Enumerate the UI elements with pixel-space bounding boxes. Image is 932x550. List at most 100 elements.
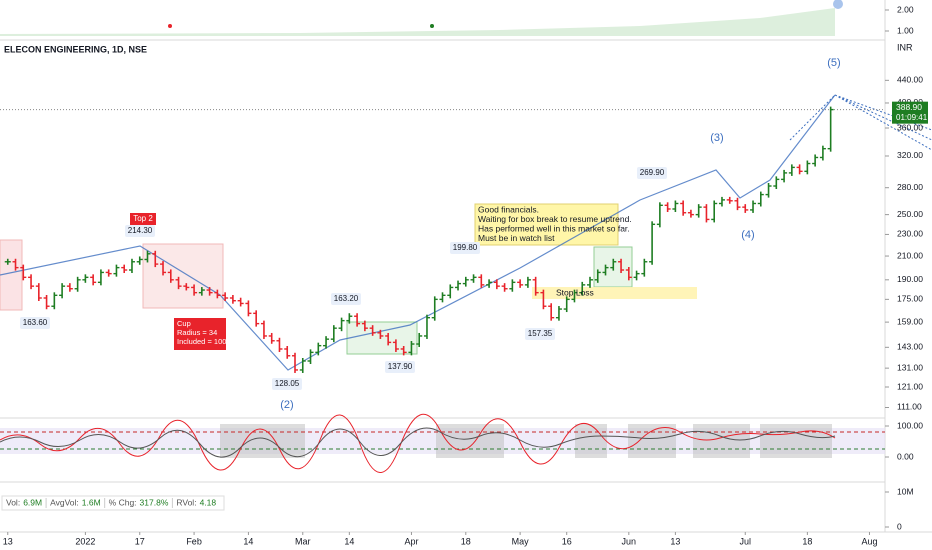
y-tick-label: 131.00 — [897, 362, 923, 372]
panel-tick-label: 10M — [897, 486, 914, 496]
countdown: 01:09:41 — [896, 113, 928, 122]
note-text: Must be in watch list — [478, 233, 555, 243]
mini-marker — [833, 0, 843, 9]
wave-label: (2) — [280, 399, 293, 411]
price-label: 214.30 — [128, 226, 153, 235]
shade — [436, 424, 504, 458]
top2: Top 2 — [133, 214, 153, 223]
note-box — [474, 203, 619, 246]
wave-line — [0, 94, 836, 371]
mini-area — [0, 8, 835, 36]
shade — [628, 424, 676, 458]
note-text: Good financials. — [478, 204, 539, 214]
last-price: 388.90 — [896, 102, 922, 112]
x-tick-label: 16 — [562, 536, 572, 546]
stat-value: 6.9M — [23, 497, 42, 507]
shade — [693, 424, 750, 458]
oscillator-line — [0, 413, 836, 473]
cup-text: Radius = 34 — [177, 328, 217, 337]
price-label: 128.05 — [275, 379, 300, 388]
y-tick-label: 143.00 — [897, 342, 923, 352]
stat-label: AvgVol: — [50, 497, 79, 507]
stop-loss: Stop Loss — [556, 287, 594, 297]
panel-tick-label: 0 — [897, 521, 902, 531]
panel-tick-label: 1.00 — [897, 25, 914, 35]
cup-box — [174, 318, 226, 350]
x-tick-label: Mar — [295, 536, 311, 546]
price-label: 199.80 — [453, 243, 478, 252]
price-label-box — [331, 293, 361, 305]
price-label-box — [272, 378, 302, 390]
y-tick-label: 250.00 — [897, 209, 923, 219]
shade — [760, 424, 832, 458]
price-label-box — [125, 225, 155, 237]
cup-text: Included = 100% — [177, 337, 233, 346]
price-label: 163.20 — [334, 294, 359, 303]
price-label-box — [525, 328, 555, 340]
x-tick-label: 14 — [344, 536, 354, 546]
x-tick-label: 18 — [802, 536, 812, 546]
projection — [789, 94, 932, 151]
y-tick-label: 175.00 — [897, 294, 923, 304]
mini-marker — [430, 24, 434, 28]
price-label-box — [20, 317, 50, 329]
stat-value: 1.6M — [82, 497, 101, 507]
box — [142, 243, 224, 309]
y-tick-label: 210.00 — [897, 250, 923, 260]
panel-tick-label: 100.00 — [897, 420, 923, 430]
x-tick-label: 13 — [3, 536, 13, 546]
price-label: 157.35 — [528, 329, 553, 338]
price-label: 163.60 — [23, 318, 48, 327]
y-tick-label: 159.00 — [897, 316, 923, 326]
stat-value: 4.18 — [200, 497, 217, 507]
box — [0, 239, 23, 311]
x-tick-label: 2022 — [75, 536, 95, 546]
wave-label: (3) — [710, 132, 723, 144]
x-tick-label: Apr — [404, 536, 418, 546]
cup-text: Cup — [177, 319, 191, 328]
stop-loss-box — [532, 287, 697, 299]
price-label: 137.90 — [388, 362, 413, 371]
y-tick-label: 121.00 — [897, 381, 923, 391]
y-tick-label: 190.00 — [897, 274, 923, 284]
y-tick-label: 440.00 — [897, 75, 923, 85]
y-tick-label: 230.00 — [897, 229, 923, 239]
panel-tick-label: 2.00 — [897, 4, 914, 14]
currency: INR — [897, 42, 913, 52]
panel-tick-label: 0.00 — [897, 451, 914, 461]
stat-label: Vol: — [6, 497, 20, 507]
y-tick-label: 360.00 — [897, 122, 923, 132]
price-label-box — [450, 242, 480, 254]
price-label-box — [637, 167, 667, 179]
stat-label: RVol: — [176, 497, 196, 507]
note-text: Has performed well in this market so far… — [478, 223, 630, 233]
last-price-badge — [892, 101, 928, 124]
stats-box — [1, 495, 225, 511]
x-tick-label: Aug — [861, 536, 877, 546]
wave-label: (5) — [827, 57, 840, 69]
stat-value: 317.8% — [140, 497, 169, 507]
note-text: Waiting for box break to resume uptrend. — [478, 214, 632, 224]
x-tick-label: 14 — [243, 536, 253, 546]
y-tick-label: 320.00 — [897, 150, 923, 160]
y-tick-label: 280.00 — [897, 182, 923, 192]
x-tick-label: Jun — [622, 536, 637, 546]
shade — [575, 424, 607, 458]
chart-title: ELECON ENGINEERING, 1D, NSE — [4, 44, 147, 54]
mini-marker — [168, 24, 172, 28]
x-tick-label: Jul — [740, 536, 752, 546]
stat-label: % Chg: — [109, 497, 137, 507]
oscillator-line — [0, 427, 836, 458]
top2-box — [130, 213, 156, 225]
x-tick-label: 18 — [461, 536, 471, 546]
x-tick-label: May — [512, 536, 530, 546]
x-tick-label: Feb — [186, 536, 202, 546]
price-label: 269.90 — [640, 168, 665, 177]
y-tick-label: 111.00 — [897, 402, 922, 412]
box — [346, 321, 418, 355]
x-tick-label: 17 — [135, 536, 145, 546]
wave-label: (4) — [741, 229, 754, 241]
x-tick-label: 13 — [670, 536, 680, 546]
